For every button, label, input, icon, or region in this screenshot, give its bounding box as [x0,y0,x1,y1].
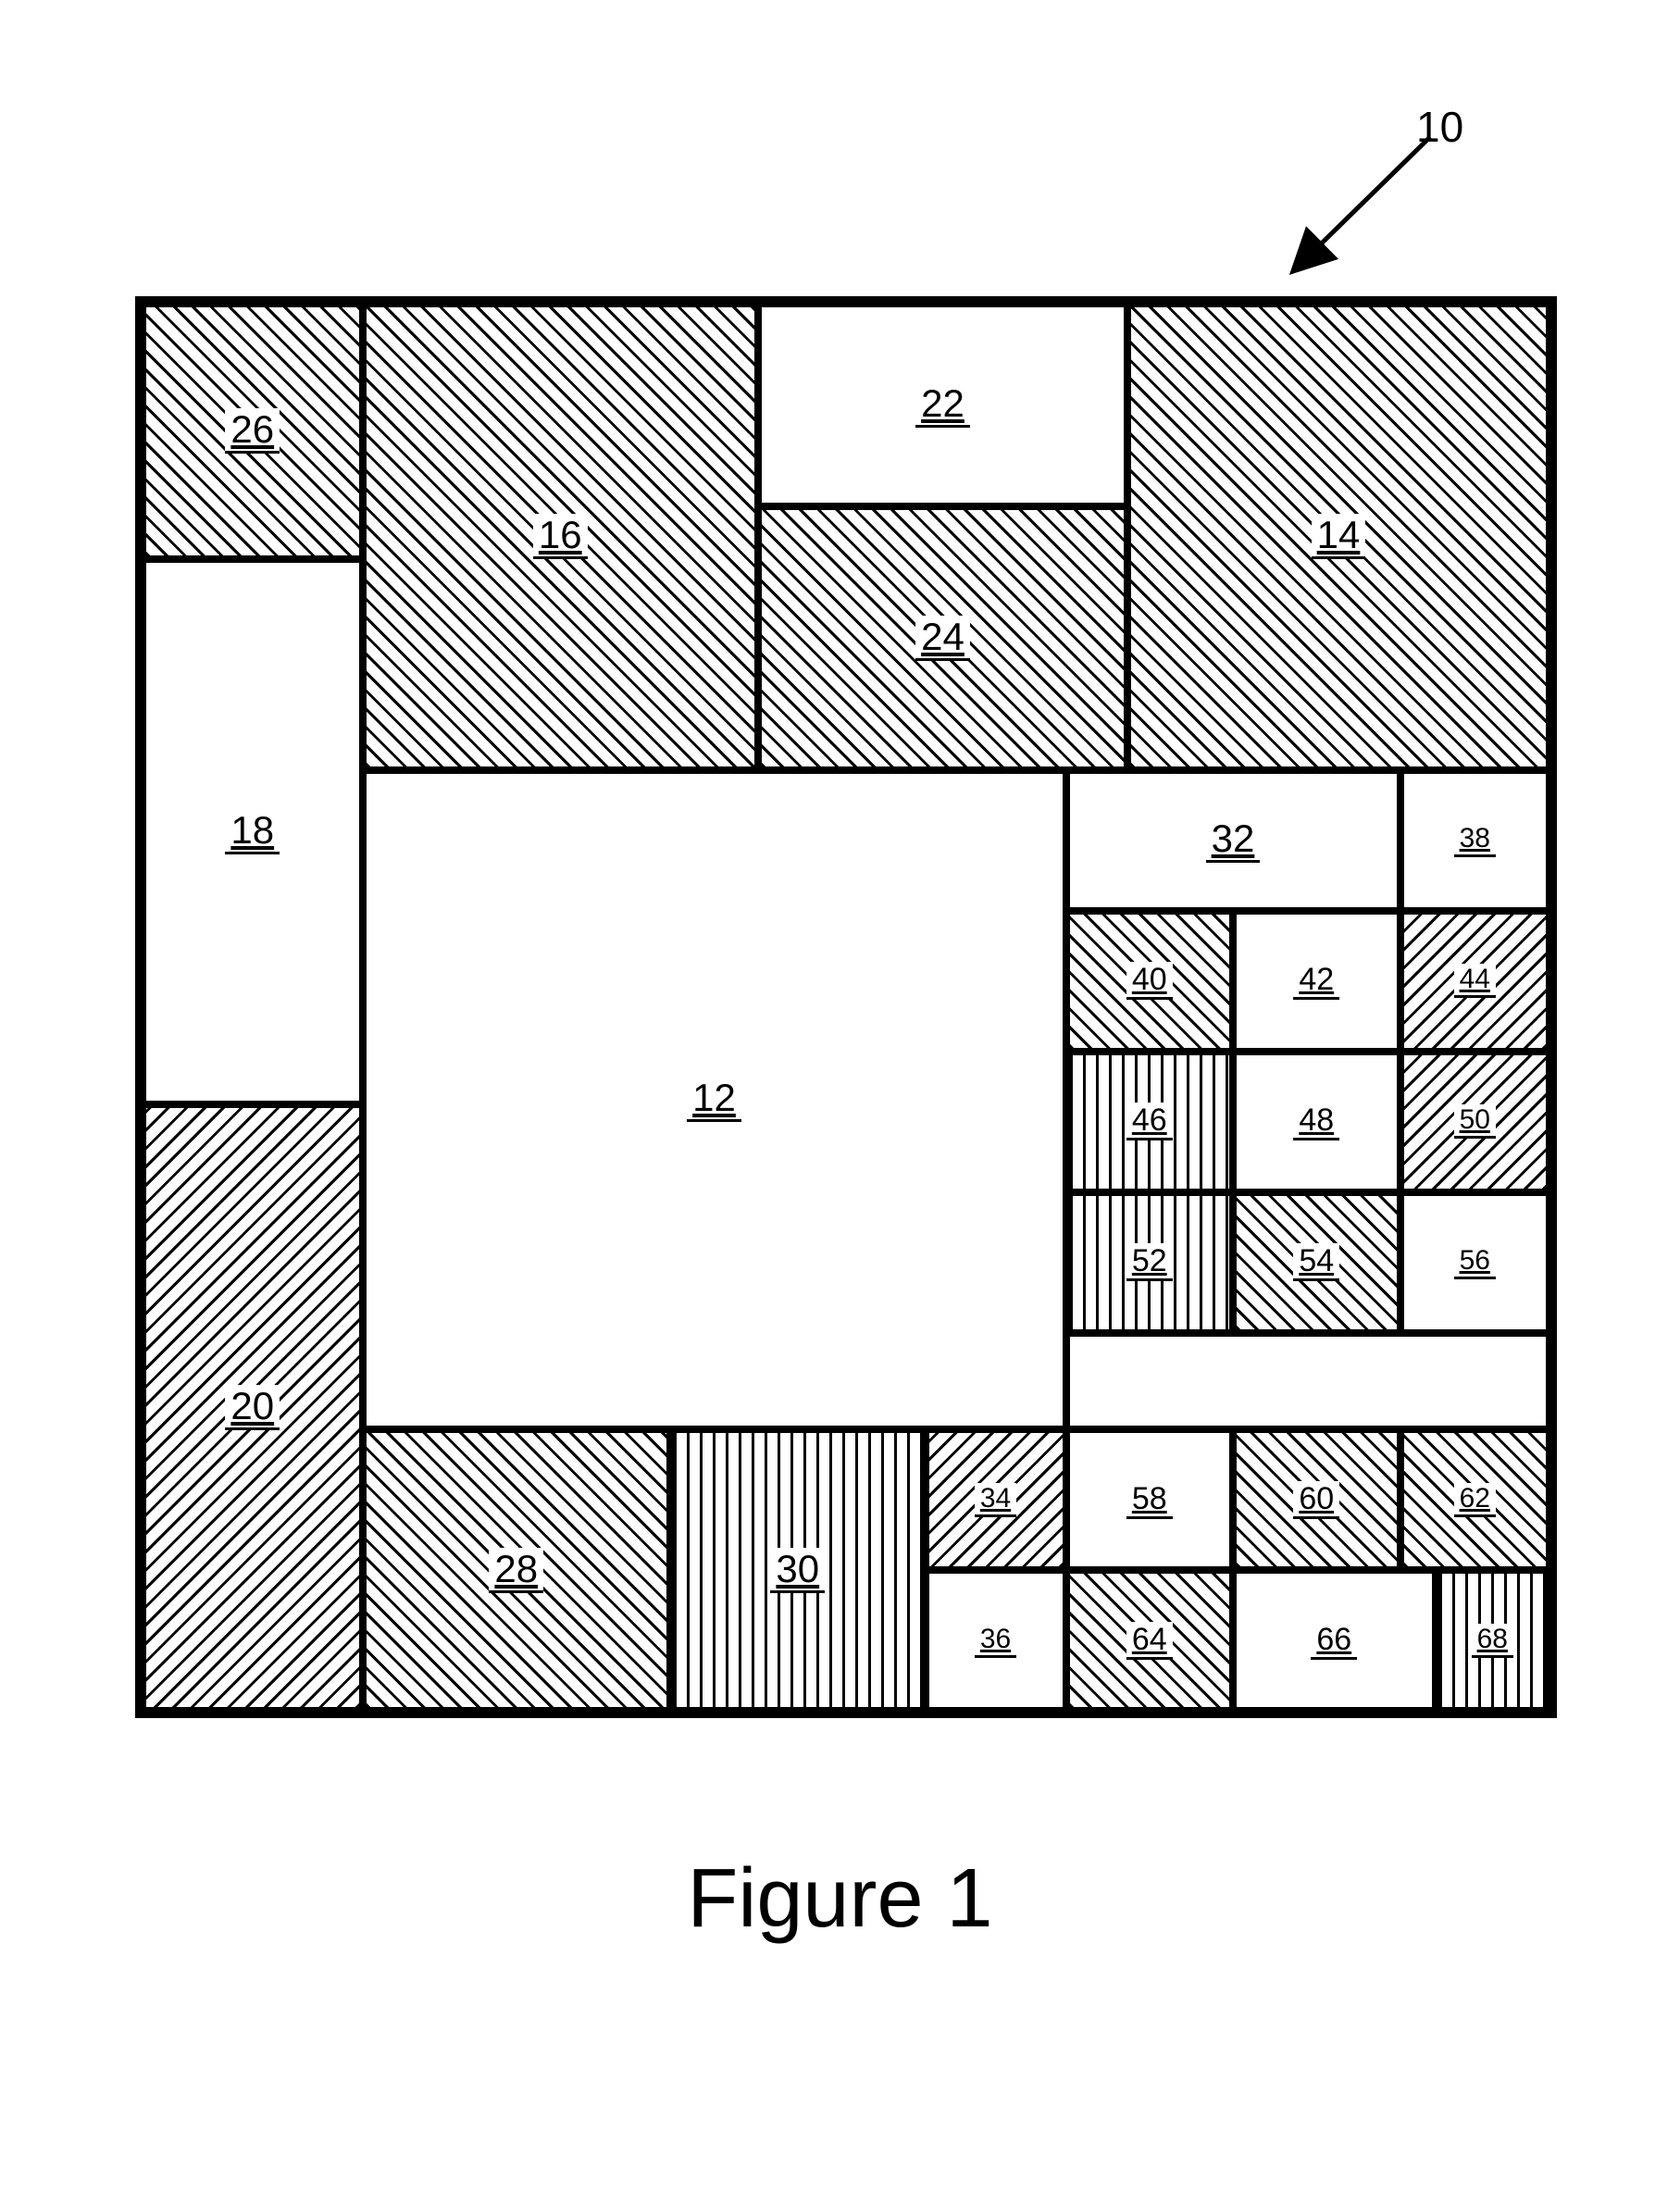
cell-64: 64 [1066,1570,1234,1711]
cell-32: 32 [1066,770,1400,911]
cell-label-36: 36 [975,1624,1016,1658]
cell-label-60: 60 [1293,1481,1339,1519]
cell-label-28: 28 [489,1548,543,1593]
cell-label-50: 50 [1454,1104,1496,1139]
cell-gap_e [1066,1333,1550,1430]
cell-label-62: 62 [1454,1483,1496,1517]
cell-label-30: 30 [770,1548,825,1593]
cell-label-20: 20 [225,1385,280,1430]
cell-16: 16 [363,304,759,770]
cell-54: 54 [1233,1192,1400,1333]
cell-42: 42 [1233,911,1400,1052]
cell-label-12: 12 [687,1077,741,1122]
leader-label: 10 [1416,102,1463,152]
cell-46: 46 [1066,1052,1234,1192]
cell-18: 18 [143,559,363,1104]
cell-12: 12 [363,770,1066,1430]
cell-30: 30 [670,1429,926,1711]
cell-52: 52 [1066,1192,1234,1333]
cell-label-44: 44 [1454,964,1496,998]
cell-14: 14 [1127,304,1549,770]
cell-44: 44 [1400,911,1550,1052]
cell-label-18: 18 [225,809,280,854]
cell-56: 56 [1400,1192,1550,1333]
figure-caption: Figure 1 [0,1851,1680,1947]
cell-68: 68 [1436,1570,1550,1711]
cell-label-46: 46 [1126,1103,1173,1140]
cell-label-52: 52 [1126,1243,1173,1281]
cell-40: 40 [1066,911,1234,1052]
cell-label-22: 22 [915,382,970,428]
cell-label-24: 24 [915,616,970,661]
treemap-diagram: 12 14 16 18 20 22 24 26 28 30 32 34 36 38 40 42 44 46 48 50… [135,296,1557,1718]
cell-24: 24 [758,506,1127,770]
cell-label-58: 58 [1126,1481,1173,1519]
cell-38: 38 [1400,770,1550,911]
cell-label-40: 40 [1126,962,1173,1000]
cell-label-14: 14 [1312,514,1366,559]
cell-label-68: 68 [1472,1624,1513,1658]
cell-50: 50 [1400,1052,1550,1192]
cell-28: 28 [363,1429,671,1711]
cell-label-42: 42 [1293,962,1339,1000]
page: 10 12 14 16 18 20 22 24 26 28 30 32 34 36 38 40 42 44 46 4… [0,0,1680,2193]
cell-58: 58 [1066,1429,1234,1570]
cell-48: 48 [1233,1052,1400,1192]
cell-label-26: 26 [225,408,280,454]
cell-34: 34 [926,1429,1066,1570]
cell-label-16: 16 [533,514,588,559]
cell-22: 22 [758,304,1127,506]
cell-60: 60 [1233,1429,1400,1570]
cell-label-34: 34 [975,1483,1016,1517]
cell-label-54: 54 [1293,1243,1339,1281]
cell-label-64: 64 [1126,1622,1173,1660]
cell-label-38: 38 [1454,823,1496,857]
cell-26: 26 [143,304,363,559]
cell-20: 20 [143,1104,363,1712]
cell-label-32: 32 [1206,817,1261,863]
cell-label-48: 48 [1293,1103,1339,1140]
cell-label-56: 56 [1454,1245,1496,1279]
cell-62: 62 [1400,1429,1550,1570]
cell-label-66: 66 [1311,1622,1357,1660]
cell-66: 66 [1233,1570,1436,1711]
cell-36: 36 [926,1570,1066,1711]
